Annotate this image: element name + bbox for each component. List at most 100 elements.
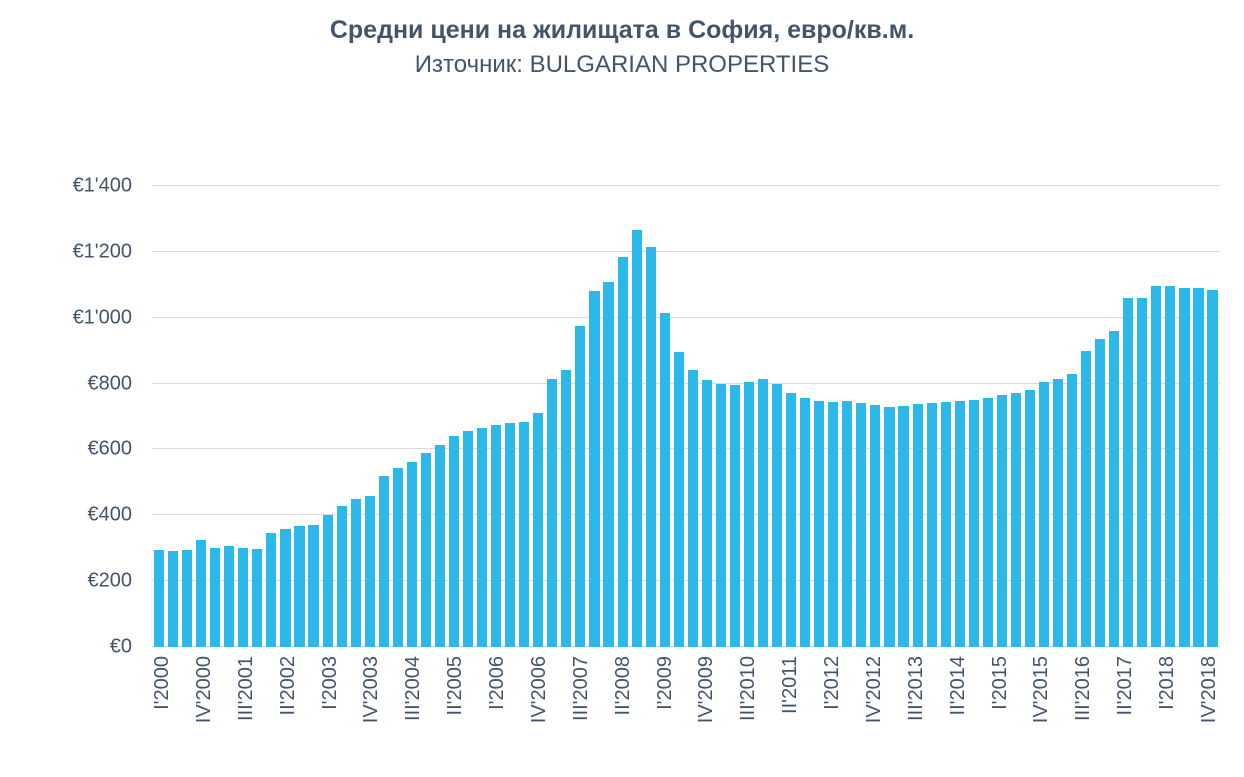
x-tick-label: IV'2012 <box>862 656 885 724</box>
bars <box>152 186 1220 647</box>
bar-slot <box>559 186 573 647</box>
gridline <box>152 448 1220 450</box>
x-tick-slot <box>508 650 518 775</box>
bar-slot <box>770 186 784 647</box>
bar <box>1165 286 1176 647</box>
bar-slot <box>292 186 306 647</box>
x-tick-slot <box>382 650 392 775</box>
bar <box>842 400 853 647</box>
gridline <box>152 646 1220 647</box>
bar <box>912 404 923 647</box>
bar <box>1151 286 1162 647</box>
x-tick-slot: III'2001 <box>235 650 257 775</box>
x-tick-label: II'2005 <box>444 656 467 716</box>
bar <box>898 405 909 647</box>
bar <box>603 281 614 647</box>
y-tick-label: €1'200 <box>72 240 132 263</box>
x-tick-slot <box>979 650 989 775</box>
x-tick-label: IV'2015 <box>1030 656 1053 724</box>
x-tick-slot <box>1178 650 1188 775</box>
bar <box>1052 378 1064 647</box>
y-tick-label: €200 <box>87 569 133 592</box>
bar <box>519 422 530 647</box>
bar-slot <box>1079 186 1093 647</box>
bar <box>743 381 755 647</box>
bar-slot <box>152 186 166 647</box>
bar-slot <box>250 186 264 647</box>
bar <box>1137 297 1148 647</box>
x-tick-slot: IV'2009 <box>695 650 717 775</box>
bar-slot <box>461 186 475 647</box>
bar <box>1179 288 1190 647</box>
bar-slot <box>967 186 981 647</box>
bar-slot <box>503 186 517 647</box>
x-tick-slot: III'2007 <box>570 650 592 775</box>
x-tick-label: III'2010 <box>737 656 760 721</box>
bar <box>1010 392 1021 647</box>
bar-slot <box>812 186 826 647</box>
bar <box>491 424 502 647</box>
gridline <box>152 580 1220 582</box>
x-tick-slot: IV'2018 <box>1198 650 1220 775</box>
x-tick-slot: II'2008 <box>612 650 634 775</box>
bar <box>884 407 895 647</box>
x-tick-slot: II'2017 <box>1114 650 1137 775</box>
bar-slot <box>840 186 854 647</box>
x-tick-label: II'2014 <box>946 656 969 716</box>
bar-slot <box>602 186 616 647</box>
bar <box>378 475 389 647</box>
x-tick-slot: I'2000 <box>151 650 173 775</box>
x-tick-slot <box>299 650 309 775</box>
gridlines <box>152 185 1220 647</box>
bar-slot <box>658 186 672 647</box>
bar <box>448 436 460 647</box>
x-tick-slot: IV'2000 <box>193 650 215 775</box>
bar <box>1193 288 1204 647</box>
x-tick-label: I'2006 <box>486 656 508 710</box>
bar-slot <box>166 186 180 647</box>
bar <box>954 400 965 647</box>
x-tick-slot <box>927 650 937 775</box>
bar-slot <box>1149 186 1163 647</box>
gridline <box>152 382 1220 384</box>
x-tick-slot <box>173 650 183 775</box>
x-tick-slot: II'2005 <box>444 650 467 775</box>
bar-slot <box>531 186 545 647</box>
bar-slot <box>672 186 686 647</box>
bar <box>645 246 656 647</box>
bar <box>294 525 305 647</box>
x-axis: I'2000 IV'2000 III'2001 II'2002 I'2003 IV'200… <box>151 650 1220 775</box>
x-tick-label: II'2017 <box>1114 656 1137 716</box>
chart-title: Средни цени на жилищата в София, евро/кв… <box>329 16 915 44</box>
x-tick-slot: II'2014 <box>946 650 969 775</box>
bar-slot <box>1023 186 1037 647</box>
bar <box>533 413 544 647</box>
bar-slot <box>784 186 798 647</box>
x-tick-slot: II'2002 <box>276 650 299 775</box>
x-tick-slot <box>466 650 476 775</box>
x-tick-label: I'2015 <box>988 656 1011 710</box>
x-tick-slot <box>644 650 654 775</box>
bar-slot <box>587 186 601 647</box>
chart-subtitle: Източник: BULGARIAN PROPERTIES <box>414 51 830 78</box>
bar <box>1081 350 1092 647</box>
bar <box>350 499 361 647</box>
x-tick-label: II'2002 <box>276 656 299 716</box>
bar <box>617 256 628 647</box>
bar <box>715 383 726 647</box>
bar-slot <box>194 186 208 647</box>
x-tick-slot: II'2011 <box>779 650 801 775</box>
y-tick-label: €400 <box>87 503 133 526</box>
x-tick-slot <box>309 650 319 775</box>
x-tick-slot: I'2015 <box>988 650 1011 775</box>
bar-slot <box>517 186 531 647</box>
x-tick-label: I'2012 <box>821 656 843 710</box>
bar-slot <box>630 186 644 647</box>
gridline <box>152 185 1220 186</box>
bar-slot <box>264 186 278 647</box>
x-tick-slot: I'2009 <box>654 650 676 775</box>
bar-slot <box>995 186 1009 647</box>
x-tick-label: III'2004 <box>402 656 425 721</box>
bar <box>575 325 586 647</box>
